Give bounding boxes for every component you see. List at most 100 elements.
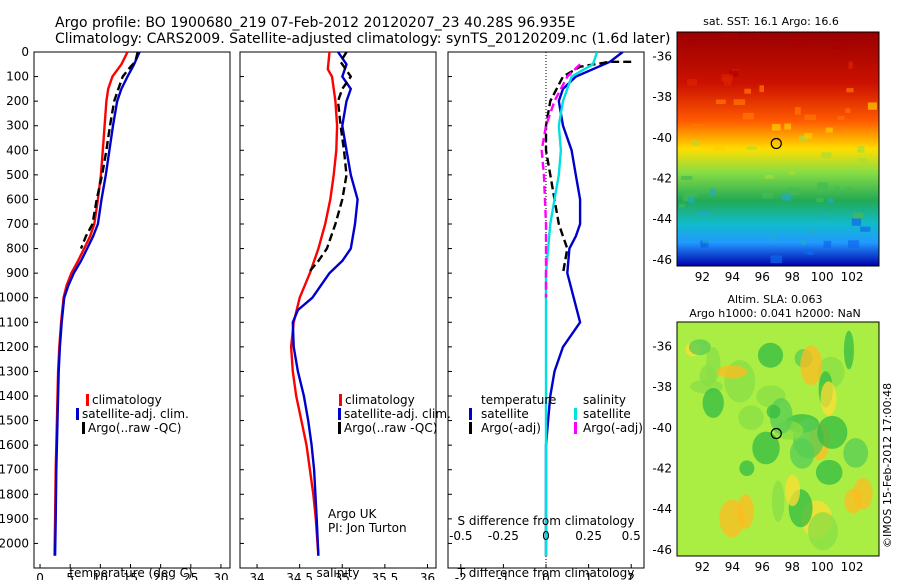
legend-label-climatology: climatology (92, 393, 162, 407)
sla-texture-patch (844, 488, 863, 514)
sst-texture-patch (846, 187, 853, 193)
sst-texture-patch (732, 32, 739, 39)
legend-title-temperature: temperature (481, 393, 556, 407)
legend-swatch-climatology (86, 394, 89, 406)
sst-map-texture (679, 32, 877, 264)
salinity-plot-area (289, 52, 359, 556)
sst-texture-patch (721, 32, 732, 38)
map-lon-label: 100 (811, 560, 834, 574)
map-lat-label: -44 (652, 212, 672, 226)
map-lat-label: -42 (652, 462, 672, 476)
sla-texture-patch (800, 345, 823, 386)
map-lon-label: 98 (785, 270, 800, 284)
legend-label-t-satellite: satellite (481, 407, 529, 421)
sst-texture-patch (691, 123, 704, 129)
sst-texture-patch (744, 88, 751, 94)
sst-texture-patch (800, 239, 806, 246)
x-tick-label: 2 (627, 571, 635, 580)
x-tick-label: 20 (153, 571, 168, 580)
sst-texture-patch (714, 146, 726, 151)
sst-texture-patch (729, 70, 739, 77)
difference-plot-area (540, 52, 632, 568)
depth-tick-label: 700 (6, 217, 29, 231)
sla-map-title-2: Argo h1000: 0.041 h2000: NaN (689, 307, 861, 320)
sst-texture-patch (723, 77, 732, 86)
legend-label-s-argo: Argo(-adj) (583, 421, 643, 435)
series-line-argo-raw-qc- (307, 52, 352, 274)
depth-tick-label: 1600 (0, 438, 29, 452)
salinity-xlabel: salinity (316, 566, 359, 580)
legend-swatch-climatology (339, 394, 342, 406)
depth-tick-label: 1700 (0, 463, 29, 477)
legend-label-argo: Argo(..raw -QC) (344, 421, 437, 435)
map-lat-label: -40 (652, 421, 672, 435)
sst-texture-patch (845, 108, 851, 113)
map-lat-label: -36 (652, 339, 672, 353)
series-line-satellite (544, 52, 599, 556)
map-lon-label: 96 (755, 270, 770, 284)
map-lon-label: 92 (695, 270, 710, 284)
map-lat-label: -36 (652, 49, 672, 63)
sla-argo-location-marker (770, 427, 782, 440)
map-lon-label: 102 (841, 270, 864, 284)
sst-texture-patch (733, 99, 746, 106)
legend-swatch-s-satellite (574, 408, 577, 420)
difference-legend-temperature: temperature satellite Argo(-adj) (469, 393, 556, 435)
sla-texture-patch (820, 381, 837, 416)
depth-tick-label: 1100 (0, 315, 29, 329)
sst-texture-patch (691, 140, 699, 146)
depth-tick-label: 500 (6, 168, 29, 182)
map-lat-label: -44 (652, 502, 672, 516)
sla-map-title-1: Altim. SLA: 0.063 (727, 293, 822, 306)
map-lat-label: -46 (652, 543, 672, 557)
depth-tick-label: 300 (6, 119, 29, 133)
depth-tick-label: 400 (6, 143, 29, 157)
sst-texture-patch (848, 61, 853, 69)
x-tick-label: 35 (335, 571, 350, 580)
sst-map-frame (676, 31, 880, 267)
sla-texture-patch (752, 431, 780, 465)
x-tick-label: 30 (213, 571, 228, 580)
depth-tick-label: 1200 (0, 340, 29, 354)
temperature-panel-frame (33, 51, 231, 569)
axes-ticks: 0100200300400500600700800900100011001200… (0, 45, 879, 580)
x-tick-label: 35.5 (372, 571, 399, 580)
sla-texture-patch (843, 438, 869, 468)
sla-texture-patch (771, 480, 785, 522)
sst-map-image (677, 32, 879, 266)
depth-tick-label: 900 (6, 266, 29, 280)
temperature-legend: climatology satellite-adj. clim. Argo(..… (76, 393, 189, 435)
sst-texture-patch (804, 114, 816, 121)
sst-texture-patch (858, 34, 865, 38)
x-tick-label: 1 (585, 571, 593, 580)
sla-texture-patch (688, 339, 711, 356)
imos-watermark: ©IMOS 15-Feb-2012 17:00:48 (881, 383, 894, 548)
depth-tick-label: 200 (6, 94, 29, 108)
sst-texture-patch (858, 157, 867, 162)
x-tick-label: 25 (183, 571, 198, 580)
x-tick-label: 34.5 (286, 571, 313, 580)
depth-tick-label: 100 (6, 70, 29, 84)
depth-tick-label: 1300 (0, 364, 29, 378)
depth-tick-label: 1400 (0, 389, 29, 403)
legend-swatch-s-argo (574, 422, 577, 434)
x-tick-top-label: 0.25 (575, 529, 602, 543)
header-line-2: Climatology: CARS2009. Satellite-adjuste… (55, 31, 670, 47)
x-tick-label: 5 (66, 571, 74, 580)
x-tick-label: -1 (497, 571, 509, 580)
sst-texture-patch (710, 188, 716, 197)
sst-texture-patch (699, 190, 709, 194)
legend-title-salinity: salinity (583, 393, 626, 407)
map-lon-label: 94 (725, 560, 740, 574)
sla-texture-patch (808, 512, 838, 551)
legend-label-argo: Argo(..raw -QC) (88, 421, 181, 435)
sla-texture-patch (699, 365, 717, 387)
legend-label-t-argo: Argo(-adj) (481, 421, 541, 435)
map-lat-label: -42 (652, 172, 672, 186)
sst-texture-patch (772, 123, 781, 131)
legend-swatch-satellite (76, 408, 79, 420)
legend-label-s-satellite: satellite (583, 407, 631, 421)
legend-swatch-t-argo (469, 422, 472, 434)
legend-swatch-t-satellite (469, 408, 472, 420)
sst-texture-patch (794, 107, 801, 115)
